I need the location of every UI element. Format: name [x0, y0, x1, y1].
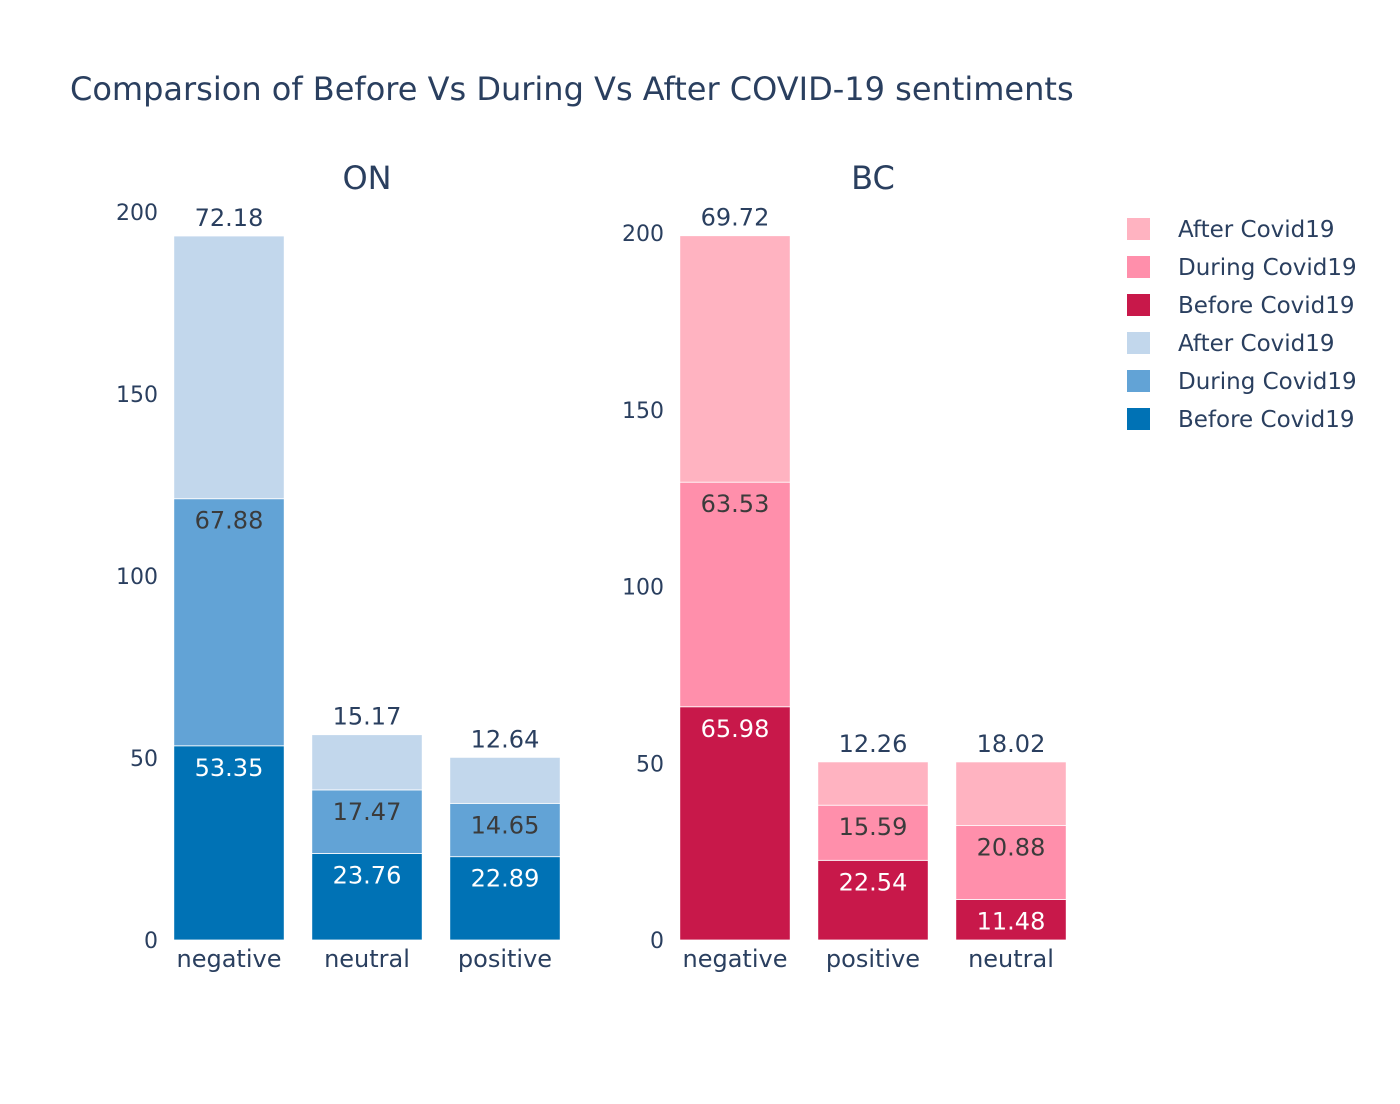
- x-tick-label: negative: [177, 945, 282, 973]
- data-label: 22.54: [839, 868, 908, 896]
- y-tick-label: 200: [622, 222, 664, 247]
- bar-before-covid19-neutral[interactable]: [955, 899, 1067, 941]
- x-tick-label: positive: [458, 945, 552, 973]
- bar-during-covid19-positive[interactable]: [817, 804, 929, 861]
- y-tick-label: 100: [622, 576, 664, 601]
- legend-item[interactable]: During Covid19: [1127, 255, 1357, 281]
- x-tick-label: neutral: [324, 945, 410, 973]
- subplot-title-bc: BC: [851, 159, 895, 197]
- bar-before-covid19-neutral[interactable]: [311, 853, 423, 941]
- data-label: 53.35: [195, 754, 264, 782]
- bar-after-covid19-positive[interactable]: [449, 756, 561, 804]
- data-label: 65.98: [701, 715, 770, 743]
- bar-after-covid19-neutral[interactable]: [311, 734, 423, 791]
- data-label: 69.72: [701, 204, 770, 232]
- legend-label: Before Covid19: [1178, 293, 1355, 319]
- data-label: 12.26: [839, 730, 908, 758]
- legend-swatch: [1127, 370, 1150, 392]
- data-label: 72.18: [195, 204, 264, 232]
- plots: 0 50 100 150 200 53.35 67.88 72.18 negative 23.76…: [116, 201, 1067, 973]
- y-tick-label: 100: [116, 565, 158, 590]
- data-label: 63.53: [701, 490, 770, 518]
- bar-during-covid19-negative[interactable]: [679, 481, 791, 708]
- legend-item[interactable]: After Covid19: [1127, 331, 1335, 357]
- legend-label: During Covid19: [1178, 369, 1357, 395]
- legend-label: After Covid19: [1178, 331, 1335, 357]
- x-tick-label: negative: [683, 945, 788, 973]
- bar-before-covid19-negative[interactable]: [173, 745, 285, 941]
- legend-item[interactable]: Before Covid19: [1127, 293, 1355, 319]
- y-tick-label: 50: [636, 752, 664, 777]
- bar-during-covid19-positive[interactable]: [449, 802, 561, 858]
- bar-during-covid19-negative[interactable]: [173, 498, 285, 747]
- bar-after-covid19-neutral[interactable]: [955, 761, 1067, 827]
- legend-label: During Covid19: [1178, 255, 1357, 281]
- data-label: 23.76: [333, 862, 402, 890]
- y-tick-label: 150: [622, 399, 664, 424]
- data-label: 14.65: [471, 811, 540, 839]
- chart-title: Comparsion of Before Vs During Vs After …: [70, 70, 1074, 108]
- legend-label: Before Covid19: [1178, 407, 1355, 433]
- data-label: 67.88: [195, 507, 264, 535]
- data-label: 18.02: [977, 730, 1046, 758]
- subplot-bc: 0 50 100 150 200 65.98 63.53 69.72 negative 22.54…: [622, 204, 1067, 973]
- legend-item[interactable]: Before Covid19: [1127, 407, 1355, 433]
- data-label: 15.59: [839, 813, 908, 841]
- bar-after-covid19-negative[interactable]: [679, 235, 791, 483]
- legend-label: After Covid19: [1178, 217, 1335, 243]
- data-label: 15.17: [333, 703, 402, 731]
- y-tick-label: 0: [650, 929, 664, 954]
- bar-before-covid19-positive[interactable]: [817, 859, 929, 941]
- bar-during-covid19-neutral[interactable]: [955, 825, 1067, 900]
- y-tick-label: 150: [116, 383, 158, 408]
- bar-before-covid19-negative[interactable]: [679, 706, 791, 941]
- data-label: 17.47: [333, 798, 402, 826]
- bar-after-covid19-negative[interactable]: [173, 235, 285, 500]
- data-label: 11.48: [977, 907, 1046, 935]
- bar-before-covid19-positive[interactable]: [449, 856, 561, 941]
- legend-swatch: [1127, 332, 1150, 354]
- subplot-title-on: ON: [342, 159, 391, 197]
- legend-swatch: [1127, 256, 1150, 278]
- legend-swatch: [1127, 408, 1150, 430]
- subplot-on: 0 50 100 150 200 53.35 67.88 72.18 negative 23.76…: [116, 201, 561, 973]
- y-tick-label: 0: [144, 929, 158, 954]
- legend-swatch: [1127, 294, 1150, 316]
- legend-item[interactable]: After Covid19: [1127, 217, 1335, 243]
- x-tick-label: neutral: [968, 945, 1054, 973]
- y-tick-label: 50: [130, 747, 158, 772]
- y-tick-label: 200: [116, 201, 158, 226]
- legend-swatch: [1127, 218, 1150, 240]
- x-tick-label: positive: [826, 945, 920, 973]
- legend[interactable]: After Covid19 During Covid19 Before Covid1…: [1127, 217, 1357, 433]
- data-label: 20.88: [977, 834, 1046, 862]
- data-label: 22.89: [471, 865, 540, 893]
- legend-item[interactable]: During Covid19: [1127, 369, 1357, 395]
- data-label: 12.64: [471, 725, 540, 753]
- bar-after-covid19-positive[interactable]: [817, 761, 929, 806]
